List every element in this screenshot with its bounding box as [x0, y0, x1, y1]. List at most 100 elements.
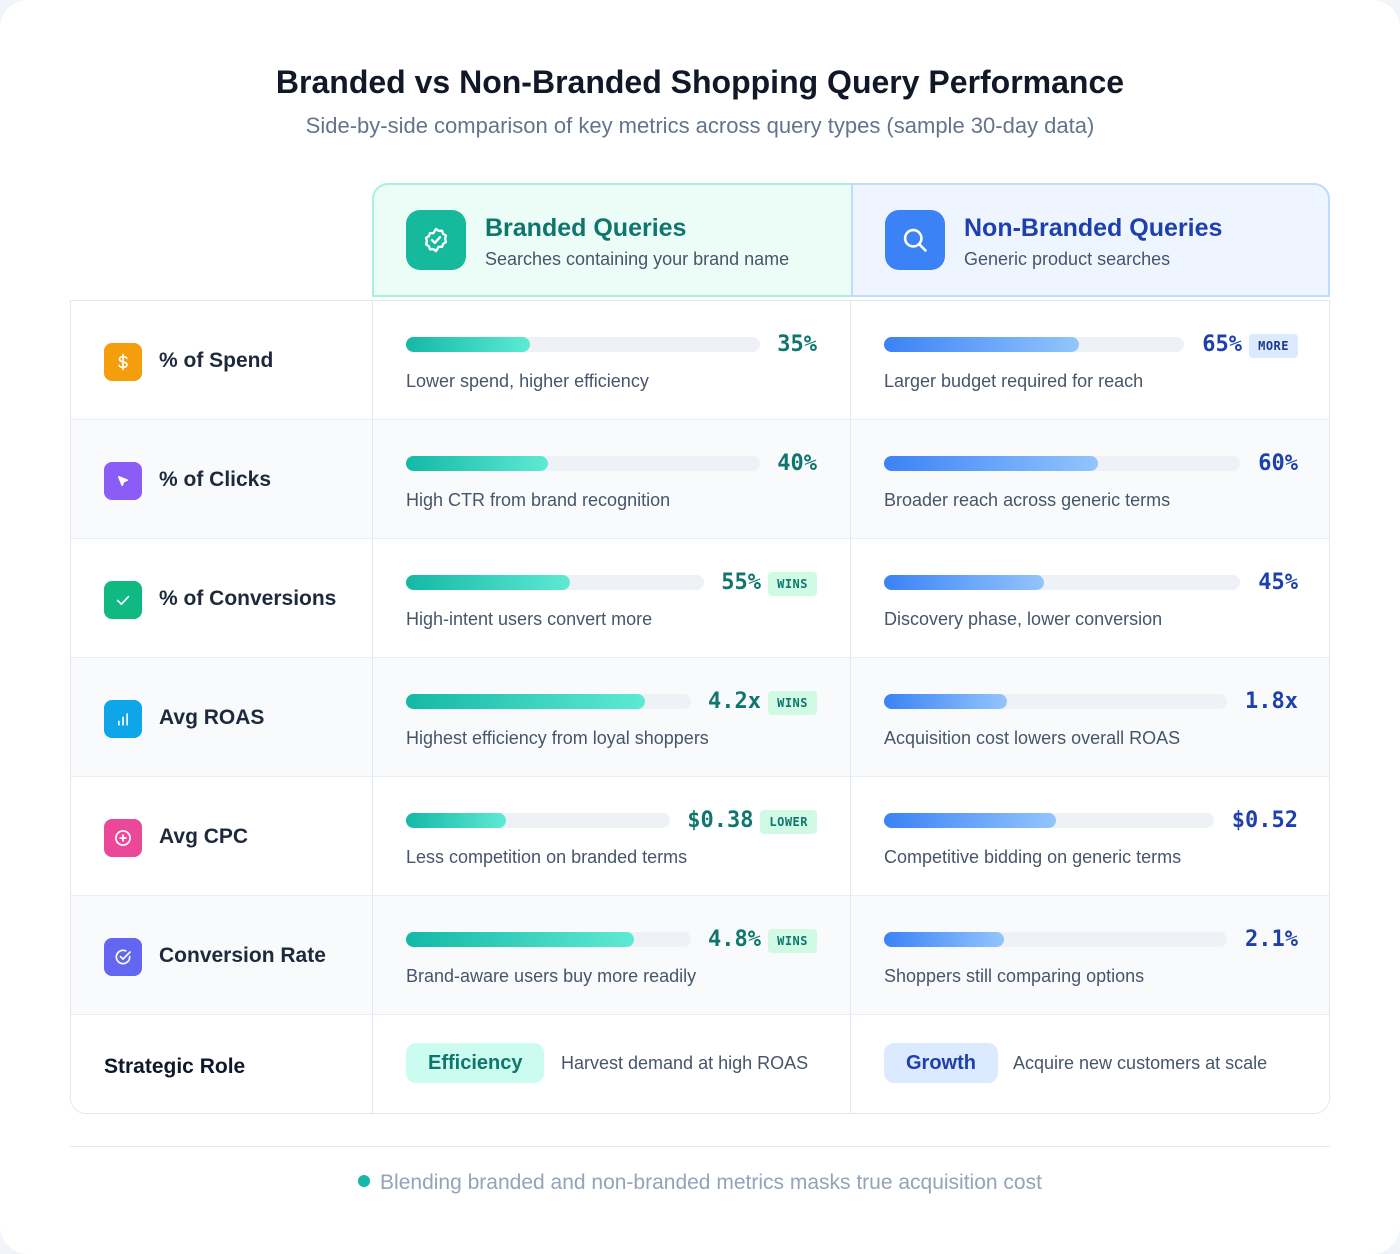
branded-cell: 35% Lower spend, higher efficiency — [373, 301, 851, 419]
non-branded-cell: 1.8x Acquisition cost lowers overall ROAS — [851, 658, 1329, 776]
table-row: % of Clicks 40% High CTR from brand recogn… — [71, 420, 1329, 539]
bar-fill — [406, 456, 548, 471]
strategic-role-row: Strategic Role Efficiency Harvest demand… — [71, 1012, 1329, 1113]
branded-cell: $0.38 LOWER Less competition on branded te… — [373, 777, 851, 895]
metric-value: 65% — [1202, 332, 1242, 357]
non-branded-cell: 65% MORE Larger budget required for reach — [851, 301, 1329, 419]
bar-fill — [884, 932, 1004, 947]
metric-note: Highest efficiency from loyal shoppers — [406, 728, 709, 748]
branded-cell: 40% High CTR from brand recognition — [373, 420, 851, 538]
growth-pill: Growth — [884, 1043, 998, 1083]
status-badge: WINS — [768, 929, 817, 953]
bar-fill — [406, 932, 634, 947]
metric-value: 45% — [1258, 570, 1298, 595]
metric-note: Less competition on branded terms — [406, 847, 688, 867]
metric-note: High-intent users convert more — [406, 609, 653, 629]
bar-fill — [884, 813, 1056, 828]
bar-fill — [406, 813, 506, 828]
bar-track — [884, 575, 1240, 590]
bar-fill — [884, 694, 1007, 709]
non-branded-header-subtitle: Generic product searches — [964, 249, 1171, 269]
metric-label-cell: Conversion Rate — [71, 896, 373, 1014]
search-icon — [885, 210, 945, 270]
metric-label-cell: % of Conversions — [71, 539, 373, 657]
metric-note: Competitive bidding on generic terms — [884, 847, 1182, 867]
metric-note: High CTR from brand recognition — [406, 490, 671, 510]
bar-track — [884, 694, 1227, 709]
bar-track — [884, 337, 1184, 352]
non-branded-cell: $0.52 Competitive bidding on generic term… — [851, 777, 1329, 895]
non-branded-column-header: Non-Branded Queries Generic product sear… — [851, 183, 1330, 297]
status-badge: MORE — [1249, 334, 1298, 358]
metric-note: Broader reach across generic terms — [884, 490, 1171, 510]
bar-track — [406, 932, 691, 947]
bar-fill — [406, 694, 645, 709]
metric-note: Discovery phase, lower conversion — [884, 609, 1163, 629]
bar-track — [406, 813, 670, 828]
metric-value: 60% — [1258, 451, 1298, 476]
metric-note: Brand-aware users buy more readily — [406, 966, 697, 986]
metric-value: 4.8% — [708, 927, 761, 952]
bar-track — [406, 575, 704, 590]
metric-label: Avg ROAS — [159, 706, 265, 729]
metric-label: Conversion Rate — [159, 944, 326, 967]
metric-label-cell: % of Clicks — [71, 420, 373, 538]
metric-label-cell: Avg ROAS — [71, 658, 373, 776]
strategic-role-label: Strategic Role — [104, 1055, 246, 1078]
branded-header-title: Branded Queries — [485, 214, 687, 242]
branded-cell: 55% WINS High-intent users convert more — [373, 539, 851, 657]
bar-fill — [884, 337, 1079, 352]
bar-fill — [884, 575, 1044, 590]
metric-value: 4.2x — [708, 689, 761, 714]
metric-value: 35% — [777, 332, 817, 357]
check-icon — [104, 581, 142, 619]
metric-value: 40% — [777, 451, 817, 476]
bar-track — [406, 337, 760, 352]
strategic-non-branded-text: Acquire new customers at scale — [1013, 1053, 1268, 1073]
status-badge: WINS — [768, 572, 817, 596]
bar-track — [406, 456, 760, 471]
footnote-dot — [358, 1175, 371, 1187]
strategic-label-cell: Strategic Role — [71, 1015, 373, 1113]
metric-value: 1.8x — [1245, 689, 1298, 714]
branded-header-subtitle: Searches containing your brand name — [485, 249, 790, 269]
strategic-non-branded-cell: Growth Acquire new customers at scale — [851, 1015, 1329, 1113]
dollar-icon — [104, 343, 142, 381]
non-branded-cell: 60% Broader reach across generic terms — [851, 420, 1329, 538]
badge-check-icon — [406, 210, 466, 270]
cursor-icon — [104, 462, 142, 500]
footer-divider — [70, 1146, 1330, 1147]
metric-note: Lower spend, higher efficiency — [406, 371, 649, 391]
bar-track — [884, 456, 1240, 471]
metric-label-cell: % of Spend — [71, 301, 373, 419]
table-row: % of Conversions 55% WINS High-intent users… — [71, 539, 1329, 658]
status-badge: WINS — [768, 691, 817, 715]
table-row: Avg CPC $0.38 LOWER Less competition on bra… — [71, 777, 1329, 896]
non-branded-cell: 45% Discovery phase, lower conversion — [851, 539, 1329, 657]
non-branded-cell: 2.1% Shoppers still comparing options — [851, 896, 1329, 1014]
metric-value: $0.52 — [1231, 808, 1298, 833]
bar-fill — [884, 456, 1098, 471]
footnote-text: Blending branded and non-branded metrics… — [380, 1171, 1042, 1194]
metric-value: 55% — [721, 570, 761, 595]
metric-note: Shoppers still comparing options — [884, 966, 1145, 986]
metric-note: Acquisition cost lowers overall ROAS — [884, 728, 1181, 748]
chart-subtitle: Side-by-side comparison of key metrics a… — [305, 113, 1095, 138]
metric-value: $0.38 — [687, 808, 754, 833]
chart-title: Branded vs Non-Branded Shopping Query Pe… — [275, 64, 1125, 100]
metric-label: % of Spend — [159, 349, 274, 372]
footnote: Blending branded and non-branded metrics… — [0, 1171, 1400, 1195]
metric-label-cell: Avg CPC — [71, 777, 373, 895]
strategic-branded-text: Harvest demand at high ROAS — [561, 1053, 809, 1073]
metric-label: % of Conversions — [159, 587, 337, 610]
non-branded-header-title: Non-Branded Queries — [964, 214, 1223, 242]
bar-track — [406, 694, 691, 709]
check-circle-icon — [104, 938, 142, 976]
table-row: Avg ROAS 4.2x WINS Highest efficiency from … — [71, 658, 1329, 777]
bar-fill — [406, 575, 570, 590]
metric-value: 2.1% — [1245, 927, 1298, 952]
branded-cell: 4.2x WINS Highest efficiency from loyal sh… — [373, 658, 851, 776]
bar-chart-icon — [104, 700, 142, 738]
metric-label: % of Clicks — [159, 468, 272, 491]
